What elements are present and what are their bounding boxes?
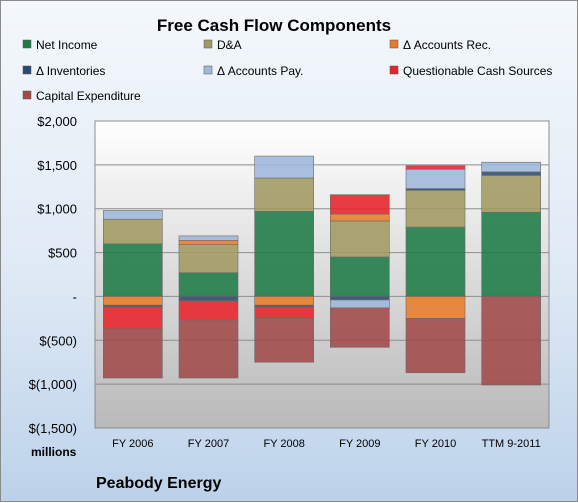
bar-segment-capital-expenditure	[481, 296, 541, 386]
bar-segment-d-a	[330, 220, 390, 258]
bar-segment-d-a	[405, 189, 466, 228]
bar-segment-inventories	[481, 171, 541, 176]
legend-swatch-questionable-cash-sources	[389, 65, 399, 75]
bar-segment-accounts-rec	[254, 296, 314, 306]
bar-segment-accounts-rec	[330, 213, 390, 222]
bar-segment-accounts-pay	[103, 210, 163, 220]
bar-segment-questionable-cash-sources	[330, 194, 390, 215]
legend-label-accounts-rec: Δ Accounts Rec.	[403, 38, 491, 52]
bar-segment-accounts-pay	[178, 235, 239, 241]
bar-segment-net-income	[178, 272, 239, 297]
bar-segment-questionable-cash-sources	[103, 306, 163, 330]
x-tick-label: FY 2009	[339, 438, 380, 450]
x-tick-label: FY 2008	[263, 438, 304, 450]
legend-label-net-income: Net Income	[36, 38, 98, 52]
legend-label-inventories: Δ Inventories	[36, 64, 105, 78]
legend-label-d-a: D&A	[217, 38, 242, 52]
legend-label-capital-expenditure: Capital Expenditure	[36, 89, 141, 103]
chart-title: Free Cash Flow Components	[157, 16, 391, 35]
x-tick-label: FY 2007	[188, 438, 229, 450]
legend-swatch-accounts-rec	[389, 39, 399, 49]
y-tick-label: $1,000	[37, 202, 77, 217]
y-tick-label: $2,000	[37, 114, 77, 129]
y-tick-label: $500	[48, 246, 77, 261]
x-tick-label: TTM 9-2011	[482, 438, 541, 450]
bar-segment-net-income	[103, 243, 163, 297]
bar-segment-accounts-pay	[254, 155, 314, 179]
bar-segment-net-income	[405, 226, 466, 297]
bar-segment-d-a	[481, 175, 541, 213]
unit-label: millions	[31, 445, 77, 459]
y-tick-label: $(500)	[39, 333, 77, 348]
bar-segment-accounts-pay	[405, 168, 466, 189]
bar-segment-questionable-cash-sources	[405, 165, 466, 170]
legend: Net Income D&A Δ Accounts Rec. Δ Inventorie…	[22, 38, 552, 103]
bar-segment-capital-expenditure	[254, 318, 314, 363]
bar-segment-accounts-rec	[405, 296, 466, 319]
legend-swatch-inventories	[22, 65, 32, 75]
bar-segment-accounts-rec	[103, 296, 163, 306]
x-tick-label: FY 2010	[415, 438, 456, 450]
bar-segment-questionable-cash-sources	[178, 300, 239, 321]
bar-segment-questionable-cash-sources	[254, 306, 314, 319]
legend-swatch-accounts-pay	[203, 65, 213, 75]
legend-swatch-d-a	[203, 39, 213, 49]
bar-segment-capital-expenditure	[405, 318, 466, 374]
legend-swatch-net-income	[22, 39, 32, 49]
bar-segment-d-a	[103, 218, 163, 245]
legend-label-accounts-pay: Δ Accounts Pay.	[217, 64, 304, 78]
plot-area: $2,000 $1,500 $1,000 $500 - $(500) $(1,000) $(1…	[29, 114, 550, 450]
bar-segment-capital-expenditure	[178, 319, 239, 379]
y-tick-label: $(1,500)	[29, 421, 77, 436]
plot-background	[94, 120, 550, 429]
bar-segment-inventories	[178, 296, 239, 302]
bar-segment-capital-expenditure	[103, 328, 163, 379]
legend-swatch-capital-expenditure	[22, 90, 32, 100]
company-name: Peabody Energy	[96, 475, 221, 492]
y-tick-label: $(1,000)	[29, 377, 77, 392]
bar-segment-net-income	[481, 211, 541, 297]
bar-segment-d-a	[254, 177, 314, 212]
bar-segment-capital-expenditure	[330, 307, 390, 348]
bar-segment-net-income	[254, 211, 314, 297]
x-tick-label: FY 2006	[112, 438, 153, 450]
y-tick-label: -	[73, 289, 77, 304]
bar-segment-net-income	[330, 256, 390, 297]
legend-label-questionable-cash-sources: Questionable Cash Sources	[403, 64, 552, 78]
y-tick-label: $1,500	[37, 158, 77, 173]
bar-segment-accounts-rec	[178, 239, 239, 245]
bar-segment-accounts-pay	[330, 299, 390, 309]
bar-segment-d-a	[178, 244, 239, 274]
bar-segment-inventories	[330, 296, 390, 301]
bar-segment-accounts-pay	[481, 161, 541, 173]
